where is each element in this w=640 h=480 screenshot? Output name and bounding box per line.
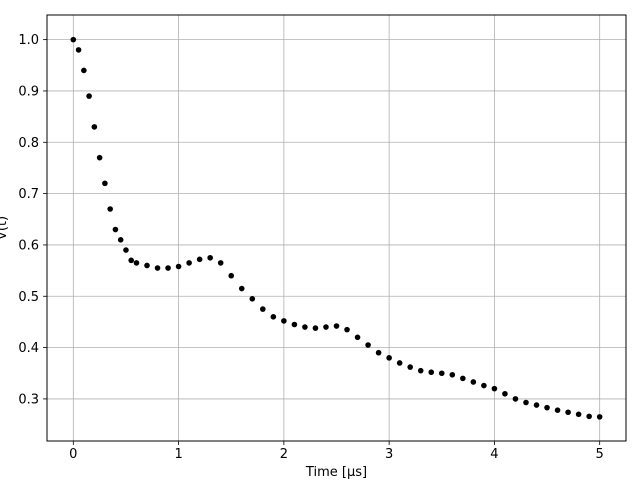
data-point [281,318,287,324]
data-point [144,262,150,269]
data-point [112,226,119,233]
data-point [123,247,129,253]
data-point [165,265,171,271]
data-point [333,323,340,329]
data-point [523,399,529,406]
y-tick-label: 0.9 [18,84,39,99]
data-point [386,355,392,361]
y-tick-label: 0.5 [18,290,39,305]
data-point [102,180,108,187]
data-point [596,414,603,420]
data-point [428,369,435,376]
data-point [217,260,224,266]
x-tick-label: 4 [490,447,498,462]
data-point [512,396,519,402]
data-point [117,237,124,243]
x-tick-label: 5 [596,447,604,462]
data-point [365,342,371,348]
data-point [128,257,135,264]
y-tick-label: 0.3 [18,392,39,407]
data-point [438,370,445,377]
data-point [323,324,329,330]
data-point [449,371,456,378]
y-tick-label: 0.4 [18,341,39,356]
data-point [249,296,256,302]
data-point [207,254,213,261]
ticks: 0 1 2 3 4 5 0.3 0.4 0.5 0.6 0.7 0.8 0.9 1.0 [18,33,604,462]
data-point [228,272,235,279]
x-tick-label: 1 [174,447,182,462]
data-point [344,326,350,333]
data-point [470,379,477,385]
data-point [533,402,540,408]
data-point [186,260,192,266]
data-point [260,306,266,312]
y-tick-label: 0.6 [18,238,39,253]
x-tick-label: 2 [280,447,288,462]
y-tick-label: 0.8 [18,136,39,151]
data-point [575,411,582,418]
data-point [75,47,82,53]
data-point [133,260,140,266]
grid [47,15,626,441]
data-point [396,360,403,366]
data-point [81,67,87,74]
data-point [312,325,319,331]
data-point [91,124,98,130]
data-point [175,263,182,270]
data-point [196,256,203,263]
y-tick-label: 1.0 [18,33,39,48]
data-point [375,349,382,356]
data-point [554,407,561,414]
data-point [86,93,92,99]
data-point [407,364,413,370]
data-points [70,36,603,420]
data-point [502,390,508,397]
x-tick-label: 3 [385,447,393,462]
y-axis-label: V(t) [0,216,10,240]
data-point [417,367,424,374]
data-point [270,313,277,320]
plot-frame [46,14,627,442]
data-point [544,404,550,411]
data-point [107,206,113,212]
data-point [354,334,361,341]
data-point [481,382,487,389]
data-point [460,375,466,382]
data-point [565,409,571,416]
x-axis-label: Time [μs] [305,465,367,480]
data-point [302,324,308,330]
data-point [586,413,592,420]
data-point [491,385,498,392]
data-point [96,154,103,161]
data-point [154,265,161,271]
data-point [291,321,298,328]
x-tick-label: 0 [69,447,77,462]
data-point [70,36,77,43]
data-point [238,285,245,292]
y-tick-label: 0.7 [18,187,39,202]
